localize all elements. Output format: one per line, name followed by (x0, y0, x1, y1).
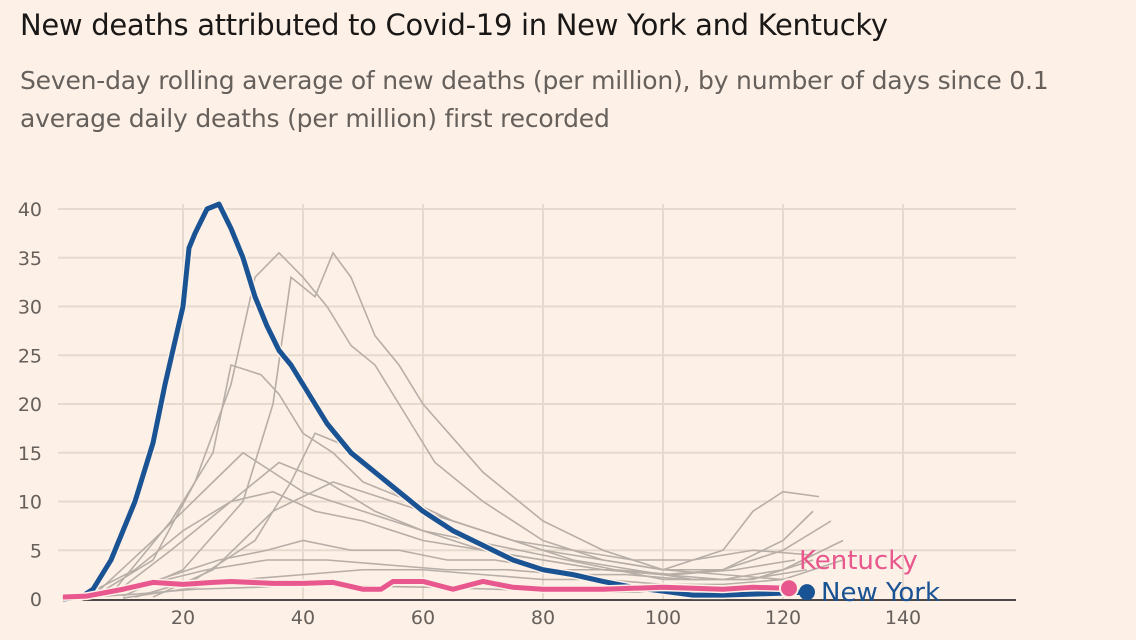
new-york-end-marker (799, 584, 815, 601)
x-tick-label: 120 (765, 607, 801, 629)
x-tick-label: 40 (291, 607, 315, 629)
other-state-line (80, 490, 814, 598)
x-tick-label: 140 (885, 607, 921, 629)
kentucky-end-marker (779, 578, 799, 599)
gridlines (58, 204, 1016, 601)
y-tick-label: 30 (18, 297, 42, 319)
y-tick-label: 20 (18, 394, 42, 416)
y-tick-label: 10 (18, 492, 42, 514)
new-york-line-halo (62, 200, 808, 603)
other-states-lines (74, 251, 844, 599)
x-tick-label: 20 (171, 607, 195, 629)
y-tick-label: 40 (18, 199, 42, 221)
x-axis-ticks: 20 40 60 80 100 120 140 (171, 607, 921, 629)
y-tick-label: 35 (18, 248, 42, 270)
other-state-line (122, 251, 832, 597)
chart-title: New deaths attributed to Covid-19 in New… (20, 8, 888, 42)
other-state-line (110, 461, 711, 597)
y-tick-label: 15 (18, 443, 42, 465)
new-york-label: New York (821, 578, 940, 608)
chart-subtitle: Seven-day rolling average of new deaths … (20, 66, 1049, 133)
x-tick-label: 60 (411, 607, 435, 629)
y-axis-ticks: 0 5 10 15 20 25 30 35 40 (18, 199, 42, 611)
other-state-line (92, 251, 784, 598)
y-tick-label: 0 (30, 589, 42, 611)
other-state-line (92, 451, 844, 597)
other-state-line (98, 539, 796, 596)
other-state-line (152, 481, 814, 598)
x-tick-label: 100 (645, 607, 681, 629)
highlighted-lines (62, 200, 808, 603)
y-tick-label: 5 (30, 540, 42, 562)
y-tick-label: 25 (18, 345, 42, 367)
kentucky-line (62, 578, 790, 600)
kentucky-label: Kentucky (799, 546, 918, 576)
new-york-line (62, 201, 808, 602)
x-tick-label: 80 (531, 607, 555, 629)
